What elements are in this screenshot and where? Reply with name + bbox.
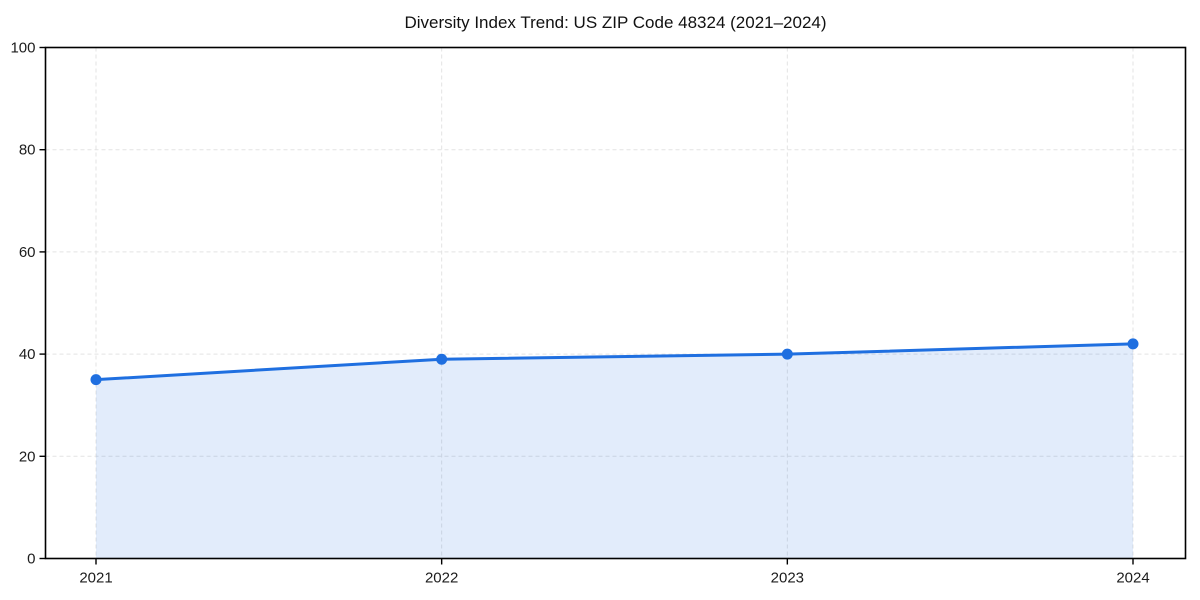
x-tick-label: 2022 bbox=[425, 570, 458, 587]
x-tick-label: 2024 bbox=[1116, 570, 1149, 587]
y-tick-label: 20 bbox=[19, 448, 36, 465]
x-tick-label: 2021 bbox=[79, 570, 112, 587]
trend-line bbox=[94, 342, 1135, 382]
data-point-2023 bbox=[781, 348, 793, 360]
y-tick-label: 0 bbox=[27, 551, 35, 568]
area-fill bbox=[96, 343, 1133, 559]
y-tick-label: 80 bbox=[19, 142, 36, 159]
y-tick-label: 100 bbox=[10, 40, 35, 57]
data-point-2024 bbox=[1127, 338, 1139, 350]
y-tick-label: 60 bbox=[19, 244, 36, 261]
x-tick-label: 2023 bbox=[771, 570, 804, 587]
chart-title: Diversity Index Trend: US ZIP Code 48324… bbox=[404, 13, 827, 32]
y-tick-label: 40 bbox=[19, 346, 36, 363]
plot-border bbox=[44, 46, 1187, 560]
data-point-2021 bbox=[90, 374, 102, 386]
data-point-2022 bbox=[436, 353, 448, 365]
